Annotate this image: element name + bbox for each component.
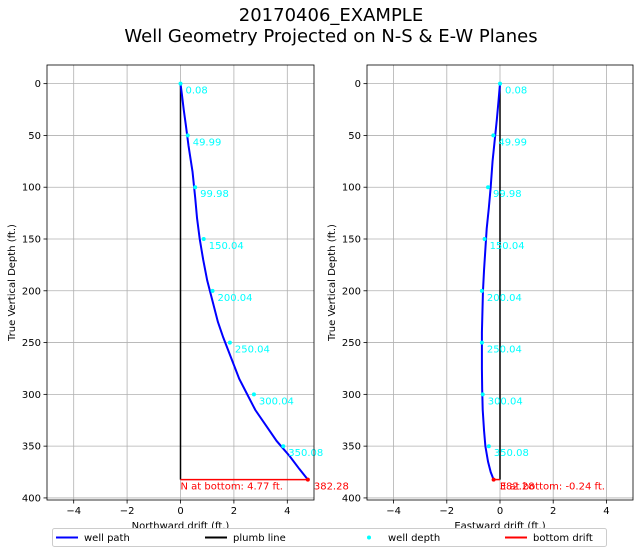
- well-depth-marker: [281, 444, 285, 448]
- well-depth-label: 300.04: [259, 396, 294, 407]
- x-tick-label: 0: [177, 506, 183, 517]
- well-depth-marker: [498, 82, 502, 86]
- well-depth-marker: [179, 82, 183, 86]
- well-depth-marker: [186, 133, 190, 137]
- y-tick-label: 250: [22, 338, 41, 349]
- y-tick-label: 350: [342, 442, 361, 453]
- y-tick-label: 200: [342, 286, 361, 297]
- well-depth-label: 49.99: [498, 137, 527, 148]
- y-tick-label: 150: [22, 235, 41, 246]
- well-depth-marker: [193, 185, 197, 189]
- well-depth-marker: [202, 237, 206, 241]
- y-tick-label: 50: [28, 131, 41, 142]
- y-tick-label: 50: [348, 131, 361, 142]
- y-axis-label: True Vertical Depth (ft.): [7, 224, 18, 342]
- y-tick-label: 200: [22, 286, 41, 297]
- legend-label-well_depth: well depth: [388, 533, 440, 544]
- well-depth-marker: [486, 185, 490, 189]
- legend-label-plumb_line: plumb line: [233, 533, 286, 544]
- well-depth-label: 49.99: [193, 137, 222, 148]
- y-tick-label: 0: [355, 79, 361, 90]
- legend-label-well_path: well path: [84, 533, 130, 544]
- x-tick-label: −2: [120, 506, 135, 517]
- chart-title-line1: 20170406_EXAMPLE: [239, 5, 423, 26]
- well-path-line: [482, 84, 500, 480]
- bottom-drift-text: N at bottom: 4.77 ft.: [181, 482, 284, 493]
- bottom-depth-label: 382.28: [500, 482, 535, 493]
- well-depth-label: 250.04: [235, 345, 270, 356]
- well-depth-label: 99.98: [493, 189, 522, 200]
- well-depth-label: 0.08: [505, 86, 527, 97]
- well-depth-marker: [480, 289, 484, 293]
- well-depth-marker: [481, 392, 485, 396]
- y-tick-label: 100: [342, 183, 361, 194]
- well-depth-label: 250.04: [487, 345, 522, 356]
- y-tick-label: 300: [22, 390, 41, 401]
- well-depth-marker: [480, 341, 484, 345]
- y-tick-label: 100: [22, 183, 41, 194]
- well-depth-label: 200.04: [487, 293, 522, 304]
- legend-swatch-well_depth: [367, 536, 371, 540]
- x-tick-label: 0: [497, 506, 503, 517]
- well-depth-label: 350.08: [494, 448, 529, 459]
- x-tick-label: 4: [603, 506, 609, 517]
- y-tick-label: 250: [342, 338, 361, 349]
- well-depth-label: 150.04: [209, 241, 244, 252]
- x-tick-label: −4: [386, 506, 401, 517]
- well-depth-label: 150.04: [490, 241, 525, 252]
- well-depth-marker: [483, 237, 487, 241]
- bottom-drift-point: [492, 478, 496, 482]
- well-depth-marker: [211, 289, 215, 293]
- x-tick-label: 4: [284, 506, 290, 517]
- y-tick-label: 150: [342, 235, 361, 246]
- y-axis-label: True Vertical Depth (ft.): [327, 224, 338, 342]
- y-tick-label: 400: [22, 493, 41, 504]
- legend-label-bottom_drift: bottom drift: [533, 533, 593, 544]
- well-depth-marker: [228, 341, 232, 345]
- y-tick-label: 300: [342, 390, 361, 401]
- well-depth-marker: [487, 444, 491, 448]
- well-depth-label: 200.04: [218, 293, 253, 304]
- x-tick-label: 2: [550, 506, 556, 517]
- x-tick-label: 2: [231, 506, 237, 517]
- well-depth-label: 350.08: [288, 448, 323, 459]
- well-depth-marker: [491, 133, 495, 137]
- legend: well path plumb line well depth bottom drif…: [53, 529, 607, 547]
- well-depth-label: 0.08: [186, 86, 208, 97]
- bottom-drift-point: [306, 478, 310, 482]
- y-tick-label: 350: [22, 442, 41, 453]
- y-tick-label: 400: [342, 493, 361, 504]
- well-depth-label: 99.98: [200, 189, 229, 200]
- x-tick-label: −2: [439, 506, 454, 517]
- bottom-depth-label: 382.28: [314, 482, 349, 493]
- north-drift-subplot: −4 −2 0 2 4050100150200250300350400Northward…: [7, 65, 349, 532]
- well-depth-label: 300.04: [488, 396, 523, 407]
- y-tick-label: 0: [35, 79, 41, 90]
- x-tick-label: −4: [66, 506, 81, 517]
- well-depth-marker: [252, 392, 256, 396]
- chart-title-line2: Well Geometry Projected on N-S & E-W Pla…: [124, 26, 537, 47]
- east-drift-subplot: −4 −2 0 2 4050100150200250300350400Eastward …: [327, 65, 633, 532]
